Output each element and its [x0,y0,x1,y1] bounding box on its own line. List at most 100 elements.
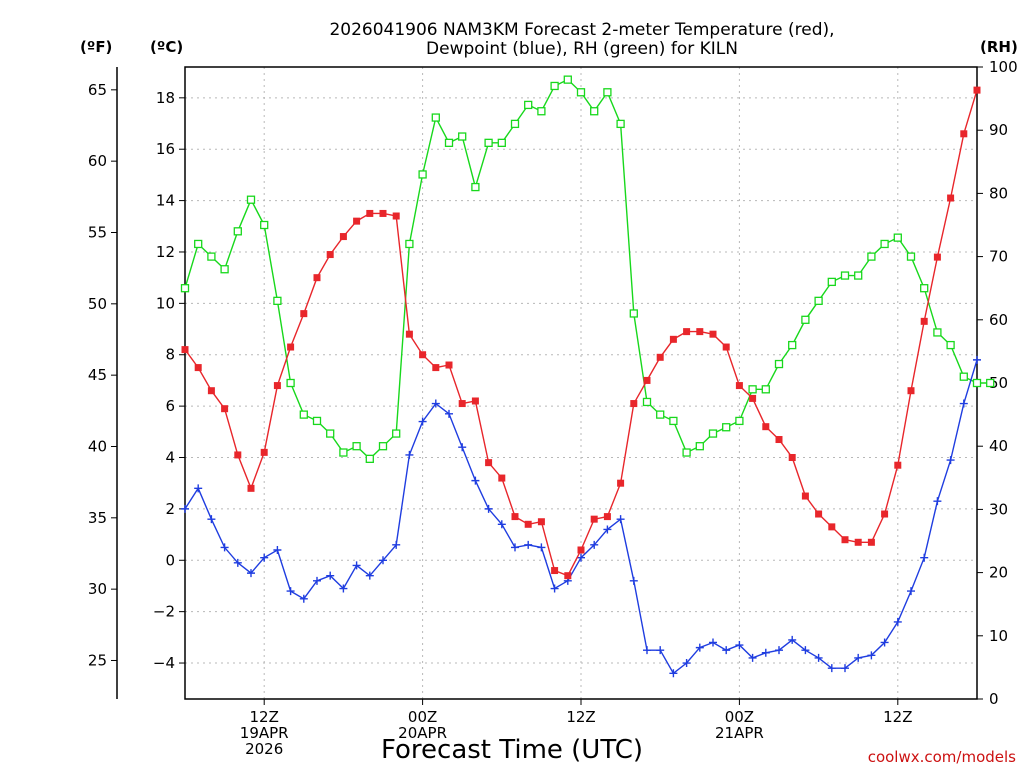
2-meter-temperature-point [617,479,625,487]
dewpoint-point [841,664,849,673]
x-tick-label: 21APR [715,724,764,742]
2-meter-temperature-point [419,351,427,359]
rh-tick-label: 70 [989,248,1008,266]
rh-point [986,378,995,388]
2-meter-temperature-point [920,317,928,325]
dewpoint-point [247,569,255,578]
rh-point [312,416,322,426]
dewpoint-point [801,646,810,655]
rh-tick-label: 80 [989,184,1008,202]
x-tick-label: 19APR [240,724,289,742]
rh-point [484,138,493,147]
dewpoint-point [722,646,731,655]
2-meter-temperature-point [709,330,717,338]
rh-tick-label: 40 [989,437,1008,455]
rh-point [576,88,586,97]
2-meter-temperature-point [669,335,677,343]
x-axis-label: Forecast Time (UTC) [381,735,643,765]
rh-point [814,296,823,305]
dewpoint-point [392,540,401,549]
rh-tick-label: 60 [989,311,1008,329]
rh-point [867,252,876,261]
rh-point [946,340,955,350]
celsius-tick-label: −2 [153,603,175,621]
2-meter-temperature-point [788,454,796,462]
dewpoint-point [959,399,968,408]
rh-point [669,416,678,426]
rh-point [471,182,480,192]
2-meter-temperature-point [471,397,479,405]
x-tick-label: 00Z [725,708,754,726]
rh-point [972,378,982,388]
dewpoint-point [629,576,638,585]
dewpoint-point [405,450,414,459]
rh-point [722,423,731,432]
2-meter-temperature-point [590,515,598,523]
celsius-tick-label: −4 [153,654,175,672]
2-meter-temperature-point [287,343,295,351]
dewpoint-point [643,646,651,655]
dewpoint-point [748,653,757,662]
dewpoint-point [194,484,203,493]
rh-point [444,138,454,147]
celsius-tick-label: 14 [156,192,175,210]
2-meter-temperature-point [392,212,400,220]
rh-point [563,75,572,84]
dewpoint-point [260,553,269,562]
fahrenheit-tick-label: 55 [88,223,107,241]
rh-point [682,448,691,457]
rh-point [616,119,625,129]
dewpoint-point [431,399,440,408]
2-meter-temperature-point [603,513,611,521]
celsius-unit-label: (ºC) [150,38,183,56]
2-meter-temperature-point [960,130,968,138]
2-meter-temperature-point [207,387,215,395]
rh-point [180,284,190,293]
2-meter-temperature-point [696,328,704,336]
celsius-tick-label: 0 [165,551,175,569]
dewpoint-point [761,648,770,657]
2-meter-temperature-point [933,253,941,261]
dewpoint-point [933,497,942,506]
2-meter-temperature-point [828,523,836,531]
rh-point [233,227,242,236]
rh-point [959,372,968,381]
rh-point [286,378,295,388]
2-meter-temperature-point [524,520,532,528]
rh-line [184,78,991,460]
credit-label: coolwx.com/models [868,748,1016,766]
rh-unit-label: (RH) [980,38,1018,56]
rh-point [920,284,929,293]
dewpoint-point [669,669,678,678]
fahrenheit-tick-label: 40 [88,437,107,455]
dewpoint-point [484,504,493,513]
2-meter-temperature-point [894,461,902,469]
rh-point [339,448,348,457]
dewpoint-point [893,617,902,626]
2-meter-temperature-point [458,400,466,408]
dewpoint-point [827,664,836,673]
rh-point [418,170,427,179]
rh-point [352,442,361,451]
dewpoint-point [273,545,282,554]
2-meter-temperature-point [366,209,374,217]
dewpoint-point [907,587,915,596]
2-meter-temperature-point [445,361,453,369]
rh-point [207,252,216,261]
dewpoint-point [233,558,242,567]
rh-point [246,195,256,204]
fahrenheit-tick-label: 35 [88,509,107,527]
dewpoint-point [695,643,704,652]
dewpoint-point [880,638,889,647]
2-meter-temperature-point [379,209,387,217]
2-meter-temperature-point [973,86,981,94]
fahrenheit-tick-label: 50 [88,295,107,313]
dewpoint-point [656,646,665,655]
dewpoint-point [299,594,308,603]
dewpoint-point [550,584,559,593]
2-meter-temperature-point [181,346,189,354]
2-meter-temperature-point [260,448,268,456]
dewpoint-point [181,504,189,513]
dewpoint-point [603,525,612,534]
